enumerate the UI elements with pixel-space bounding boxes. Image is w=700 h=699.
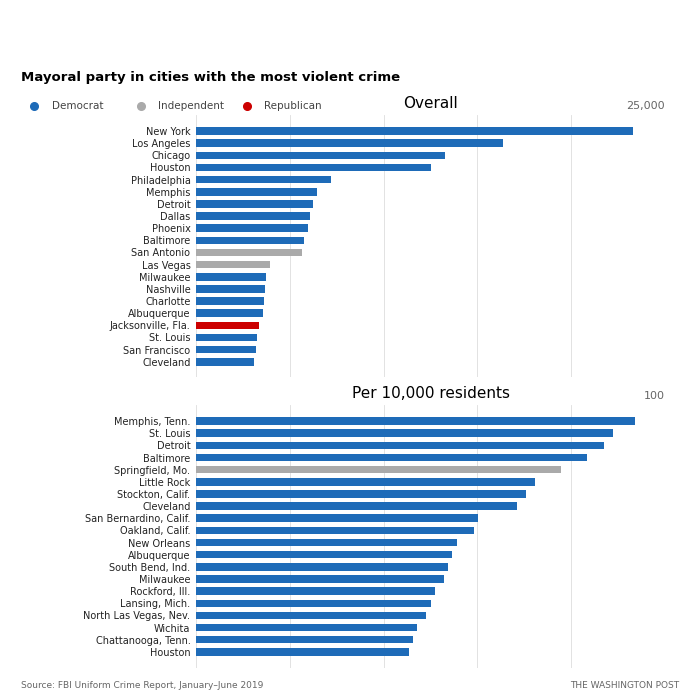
Bar [196, 322, 259, 329]
Text: Democrat: Democrat [52, 101, 103, 111]
Text: 25,000: 25,000 [626, 101, 665, 111]
Bar [196, 358, 253, 366]
Circle shape [528, 22, 700, 44]
Bar [196, 526, 474, 534]
Bar [196, 236, 304, 244]
Text: Mayoral party in cities with the most violent crime: Mayoral party in cities with the most vi… [21, 71, 400, 84]
Bar [196, 152, 445, 159]
Bar [196, 587, 435, 595]
Bar [196, 429, 613, 437]
Bar [196, 466, 561, 473]
Bar [196, 273, 266, 280]
Bar [196, 503, 517, 510]
Bar [196, 551, 452, 559]
Bar [196, 212, 309, 219]
Bar [196, 478, 535, 486]
Bar [196, 575, 444, 583]
Bar [196, 224, 308, 232]
Bar [196, 127, 633, 135]
Bar [196, 139, 503, 147]
Bar [196, 514, 478, 522]
Bar [196, 648, 409, 656]
Text: 100: 100 [644, 391, 665, 401]
Bar [196, 285, 265, 293]
Bar [196, 600, 430, 607]
Bar [196, 249, 302, 257]
Text: Per 10,000 residents: Per 10,000 residents [351, 387, 510, 401]
Text: 👤: 👤 [646, 24, 658, 43]
Text: THE WASHINGTON POST: THE WASHINGTON POST [570, 681, 679, 689]
Bar [196, 346, 256, 354]
Bar [196, 442, 604, 449]
Bar [196, 539, 456, 547]
Bar [196, 612, 426, 619]
Bar [196, 624, 417, 631]
Bar [196, 333, 258, 341]
Bar [196, 176, 331, 183]
Bar [196, 490, 526, 498]
Bar [196, 417, 635, 425]
Bar [196, 454, 587, 461]
Bar [196, 164, 430, 171]
Bar [196, 636, 413, 644]
Text: Source: FBI Uniform Crime Report, January–June 2019: Source: FBI Uniform Crime Report, Januar… [21, 681, 263, 689]
Bar [196, 261, 270, 268]
Text: Democracy Dies in Darkness: Democracy Dies in Darkness [264, 43, 436, 57]
Text: Independent: Independent [158, 101, 224, 111]
Bar [196, 563, 448, 570]
Text: The Washington Post: The Washington Post [234, 15, 466, 34]
Text: Overall: Overall [403, 96, 458, 111]
Text: Republican: Republican [265, 101, 322, 111]
Bar [196, 188, 317, 196]
Bar [196, 200, 314, 208]
Bar [196, 310, 262, 317]
Bar [196, 297, 264, 305]
